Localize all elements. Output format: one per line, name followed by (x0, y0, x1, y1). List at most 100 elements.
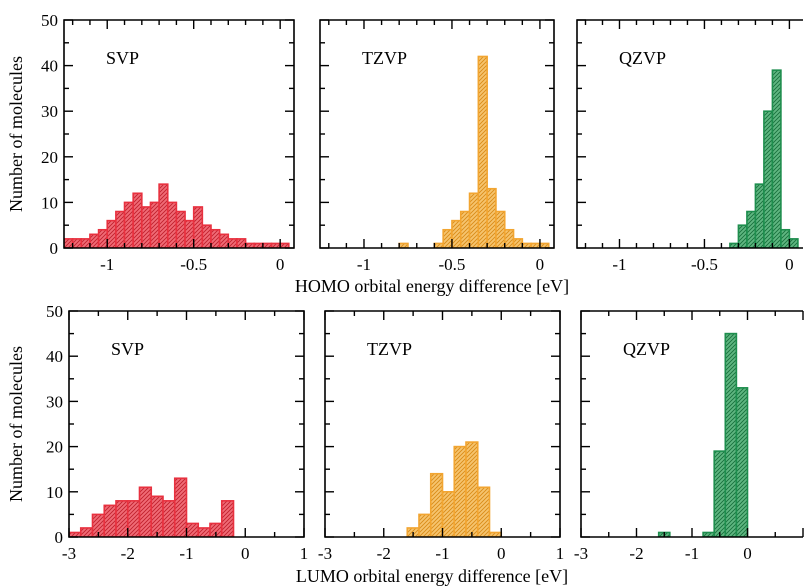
bar (443, 230, 452, 248)
y-axis-title-bottom: Number of molecules (6, 346, 26, 502)
bar (736, 388, 747, 537)
bar (176, 212, 185, 248)
bar (725, 334, 736, 537)
panel-bottom-right: -3 -2 -1 0 QZVP (574, 311, 803, 563)
x-axis-title-top: HOMO orbital energy difference [eV] (295, 276, 569, 296)
y-tick-label: 10 (41, 193, 58, 212)
x-axis-title-bottom: LUMO orbital energy difference [eV] (296, 566, 568, 586)
y-tick-label: 50 (41, 11, 58, 30)
x-tick-label: -0.5 (438, 255, 465, 274)
bar (202, 225, 211, 248)
y-tick-label: 20 (41, 148, 58, 167)
bars (399, 56, 549, 248)
x-tick-label: -1 (435, 544, 449, 563)
bar (133, 193, 142, 248)
x-tick-label: -3 (62, 544, 76, 563)
bar (738, 225, 746, 248)
y-tick-label: 20 (46, 438, 63, 457)
y-tick-label: 0 (50, 239, 59, 258)
bar (185, 221, 194, 248)
x-tick-label: 0 (743, 544, 752, 563)
y-tick-label: 10 (46, 483, 63, 502)
panel-top-right: -1 -0.5 0 QZVP (577, 20, 803, 274)
bars (69, 478, 234, 537)
panel-label: TZVP (367, 339, 412, 359)
bar (140, 487, 152, 537)
bar (99, 230, 108, 248)
x-tick-label: 1 (556, 544, 565, 563)
bar (150, 202, 159, 248)
bar (90, 234, 99, 248)
bar (142, 207, 151, 248)
bar (496, 212, 505, 248)
bar (73, 239, 82, 248)
bar (211, 230, 220, 248)
bar (764, 111, 772, 248)
panel-label: TZVP (362, 48, 407, 68)
bar (168, 202, 177, 248)
x-tick-label: 0 (497, 544, 506, 563)
panel-top-left: 0 10 20 30 40 50 -1 -0.5 0 SVP (41, 11, 294, 274)
panel-label: SVP (106, 48, 139, 68)
bar (220, 234, 229, 248)
x-tick-label: -2 (377, 544, 391, 563)
x-tick-label: -0.5 (180, 255, 207, 274)
bar (478, 487, 490, 537)
y-tick-label: 50 (46, 302, 63, 321)
x-tick-label: -3 (574, 544, 588, 563)
panel-bottom-middle: -3 -2 -1 0 1 TZVP (318, 311, 564, 563)
y-axis-title-top: Number of molecules (6, 56, 26, 212)
bar (478, 56, 487, 248)
bar (175, 478, 187, 537)
bar (789, 239, 797, 248)
bar (222, 501, 234, 537)
x-tick-label: -1 (612, 255, 626, 274)
bars (659, 334, 748, 537)
panel-bottom-left: 0 10 20 30 40 50 -3 -2 -1 0 1 SVP (46, 302, 308, 563)
bar (505, 230, 514, 248)
y-tick-label: 30 (41, 102, 58, 121)
bar (454, 447, 466, 537)
x-tick-label: -1 (179, 544, 193, 563)
x-tick-label: 0 (241, 544, 250, 563)
x-tick-label: -1 (357, 255, 371, 274)
bar (431, 474, 443, 537)
bar (187, 523, 199, 537)
bar (466, 442, 478, 537)
bar (237, 239, 246, 248)
axes-frame (320, 20, 554, 248)
y-tick-label: 40 (46, 347, 63, 366)
x-tick-label: -1 (100, 255, 114, 274)
bar (116, 501, 128, 537)
bar (781, 230, 789, 248)
bar (755, 184, 763, 248)
bars (730, 70, 798, 248)
bar (714, 451, 725, 537)
bars (64, 184, 289, 248)
x-tick-label: 0 (536, 255, 545, 274)
bar (747, 212, 755, 248)
bar (81, 528, 93, 537)
x-tick-label: 0 (276, 255, 285, 274)
y-tick-label: 40 (41, 57, 58, 76)
bar (470, 193, 479, 248)
panel-top-middle: -1 -0.5 0 TZVP (320, 20, 554, 274)
bar (228, 239, 237, 248)
x-tick-label: -2 (629, 544, 643, 563)
bars (407, 442, 501, 537)
bar (419, 514, 431, 537)
bar (81, 239, 90, 248)
axes-frame (581, 311, 803, 537)
x-tick-label: -0.5 (691, 255, 718, 274)
bar (772, 70, 780, 248)
bar (452, 221, 461, 248)
bar (159, 184, 168, 248)
bar (128, 501, 140, 537)
bar (116, 212, 125, 248)
x-tick-label: -3 (318, 544, 332, 563)
bar (125, 202, 134, 248)
x-tick-label: 0 (785, 255, 794, 274)
panel-label: QZVP (623, 339, 670, 359)
x-tick-label: 1 (300, 544, 309, 563)
